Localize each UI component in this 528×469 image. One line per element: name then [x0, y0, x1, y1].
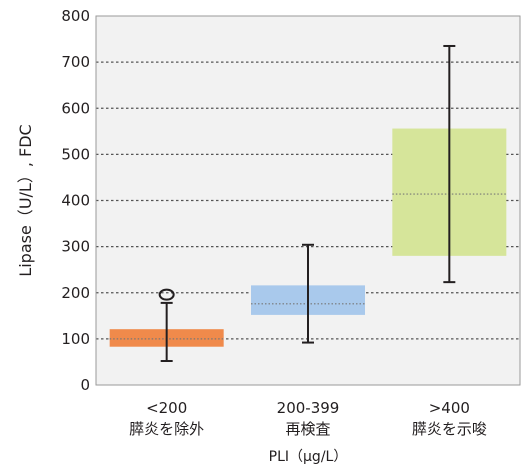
- whiskers: [158, 44, 456, 363]
- x-category-sublabel: 膵炎を示唆: [412, 420, 487, 438]
- y-tick-label: 500: [61, 145, 90, 163]
- x-category-labels: <200 膵炎を除外 200-399 再検査 >400 膵炎を示唆: [129, 399, 487, 438]
- y-axis-title: Lipase（U/L）, FDC: [16, 124, 35, 276]
- y-tick-label: 800: [61, 7, 90, 25]
- y-tick-label: 0: [80, 376, 90, 394]
- y-tick-labels: 0 100 200 300 400 500 600 700 800: [61, 7, 90, 394]
- y-tick-label: 200: [61, 284, 90, 302]
- x-category-label: <200: [146, 399, 187, 417]
- x-category-label: >400: [429, 399, 470, 417]
- y-tick-label: 100: [61, 330, 90, 348]
- x-category-sublabel: 膵炎を除外: [129, 420, 204, 438]
- outlier-point: [158, 288, 175, 301]
- x-category-sublabel: 再検査: [285, 420, 330, 438]
- x-axis-title: PLI（μg/L）: [269, 449, 348, 465]
- y-tick-label: 600: [61, 99, 90, 117]
- y-tick-label: 400: [61, 192, 90, 210]
- x-category-label: 200-399: [277, 399, 340, 417]
- plot-frame: [95, 15, 521, 386]
- y-tick-label: 700: [61, 53, 90, 71]
- y-tick-label: 300: [61, 238, 90, 256]
